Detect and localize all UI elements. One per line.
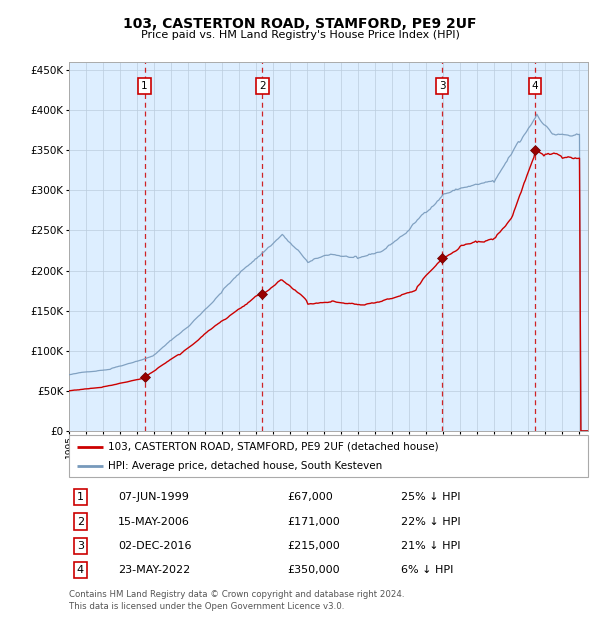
Text: 2: 2 bbox=[77, 516, 84, 526]
FancyBboxPatch shape bbox=[69, 435, 588, 477]
Text: 103, CASTERTON ROAD, STAMFORD, PE9 2UF: 103, CASTERTON ROAD, STAMFORD, PE9 2UF bbox=[123, 17, 477, 32]
Text: 1: 1 bbox=[141, 81, 148, 91]
Text: £171,000: £171,000 bbox=[287, 516, 340, 526]
Text: £67,000: £67,000 bbox=[287, 492, 333, 502]
Text: £215,000: £215,000 bbox=[287, 541, 340, 551]
Text: 02-DEC-2016: 02-DEC-2016 bbox=[118, 541, 192, 551]
Text: 22% ↓ HPI: 22% ↓ HPI bbox=[401, 516, 461, 526]
Text: 103, CASTERTON ROAD, STAMFORD, PE9 2UF (detached house): 103, CASTERTON ROAD, STAMFORD, PE9 2UF (… bbox=[108, 441, 439, 451]
Text: 3: 3 bbox=[439, 81, 445, 91]
Text: £350,000: £350,000 bbox=[287, 565, 340, 575]
Text: 15-MAY-2006: 15-MAY-2006 bbox=[118, 516, 190, 526]
Text: 3: 3 bbox=[77, 541, 84, 551]
Text: 07-JUN-1999: 07-JUN-1999 bbox=[118, 492, 189, 502]
Text: 2: 2 bbox=[259, 81, 266, 91]
Text: HPI: Average price, detached house, South Kesteven: HPI: Average price, detached house, Sout… bbox=[108, 461, 382, 471]
Text: 4: 4 bbox=[77, 565, 84, 575]
Text: 23-MAY-2022: 23-MAY-2022 bbox=[118, 565, 191, 575]
Text: Contains HM Land Registry data © Crown copyright and database right 2024.
This d: Contains HM Land Registry data © Crown c… bbox=[69, 590, 404, 611]
Text: 21% ↓ HPI: 21% ↓ HPI bbox=[401, 541, 461, 551]
Text: 6% ↓ HPI: 6% ↓ HPI bbox=[401, 565, 454, 575]
Text: Price paid vs. HM Land Registry's House Price Index (HPI): Price paid vs. HM Land Registry's House … bbox=[140, 30, 460, 40]
Text: 1: 1 bbox=[77, 492, 84, 502]
Text: 25% ↓ HPI: 25% ↓ HPI bbox=[401, 492, 461, 502]
Text: 4: 4 bbox=[532, 81, 538, 91]
